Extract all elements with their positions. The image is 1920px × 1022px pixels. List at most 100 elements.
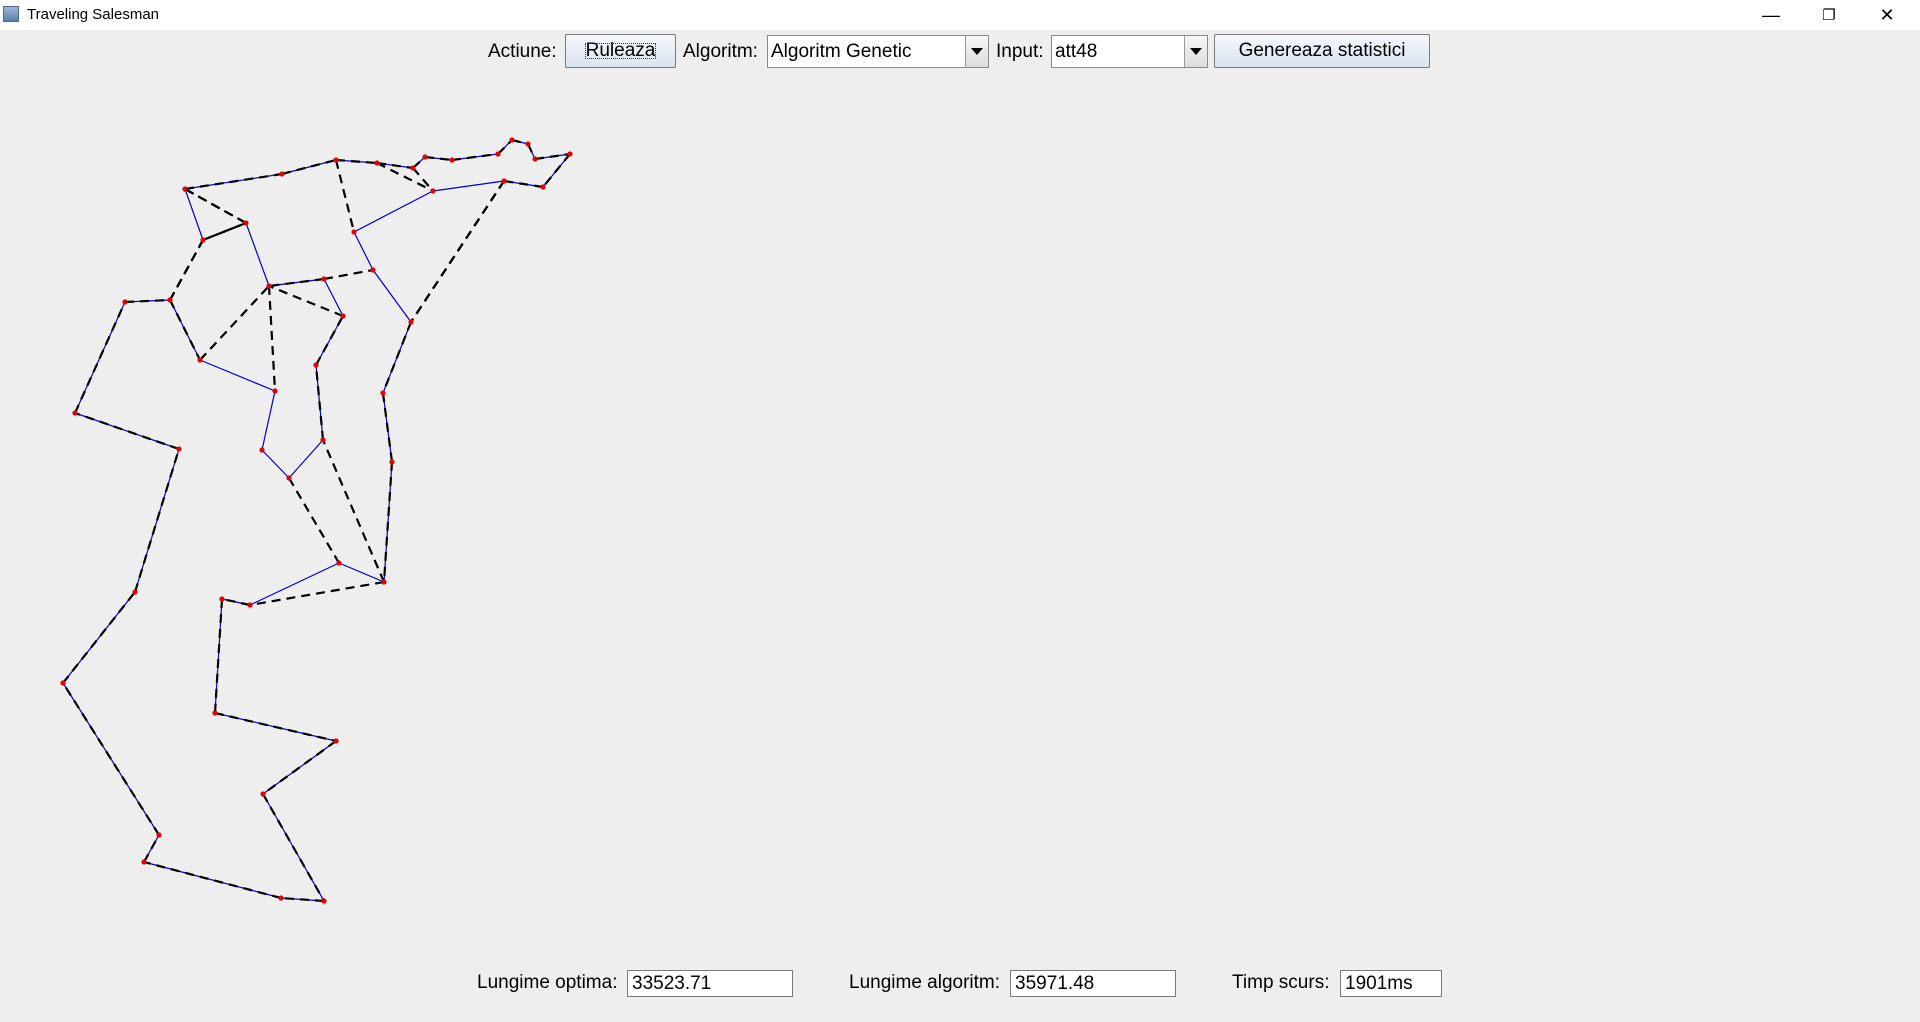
city-node xyxy=(495,151,501,157)
optimal-route-edge xyxy=(62,591,136,684)
optimal-route-edge xyxy=(424,155,453,162)
optimal-route-edge xyxy=(503,179,544,189)
algorithm-route-edge xyxy=(249,562,340,606)
city-node xyxy=(333,738,339,744)
optimal-route-edge xyxy=(221,597,251,607)
optimal-route-edge xyxy=(143,860,282,900)
algorithm-route-edge xyxy=(338,562,385,583)
optimal-route-edge xyxy=(199,285,270,361)
run-button[interactable]: Ruleaza xyxy=(565,34,676,68)
city-node xyxy=(167,297,173,303)
elapsed-time-label: Timp scurs: xyxy=(1232,972,1330,993)
city-node xyxy=(501,178,507,184)
input-select-value: att48 xyxy=(1055,41,1098,62)
results-bar: Lungime optima: 33523.71 Lungime algorit… xyxy=(0,968,1920,998)
optimal-route-edge xyxy=(381,392,394,463)
algorithm-length-field[interactable]: 35971.48 xyxy=(1010,970,1176,997)
generate-stats-button[interactable]: Genereaza statistici xyxy=(1214,34,1430,68)
city-node xyxy=(333,157,339,163)
city-node xyxy=(182,186,188,192)
optimal-route-edge xyxy=(249,580,385,607)
optimal-route-edge xyxy=(511,138,529,146)
optimal-route-edge xyxy=(262,740,337,795)
city-node xyxy=(286,475,292,481)
city-node xyxy=(408,319,414,325)
city-node xyxy=(278,895,284,901)
algorithm-route-edge xyxy=(184,188,204,241)
optimal-route-edge xyxy=(214,711,337,743)
city-node xyxy=(381,579,387,585)
city-node xyxy=(336,560,342,566)
optimal-route-edge xyxy=(527,143,536,160)
city-node xyxy=(430,188,436,194)
optimal-route-edge xyxy=(314,364,325,441)
city-node xyxy=(389,459,395,465)
optimal-route-edge xyxy=(133,448,181,593)
chevron-down-icon[interactable] xyxy=(1184,36,1207,67)
city-node xyxy=(266,283,272,289)
optimal-route-edge xyxy=(267,285,277,392)
optimal-route-edge xyxy=(412,156,426,169)
algorithm-length-label: Lungime algoritm: xyxy=(849,972,1001,993)
optimal-route-edge xyxy=(169,299,201,361)
algorithm-route-edge xyxy=(353,231,374,271)
city-node xyxy=(141,859,147,865)
optimal-route-edge xyxy=(74,411,180,451)
algorithm-route-edge xyxy=(62,682,160,836)
optimal-route-edge xyxy=(213,598,224,714)
city-node xyxy=(321,898,327,904)
city-node xyxy=(122,299,128,305)
optimal-route-edge xyxy=(262,793,325,902)
optimal-length-field[interactable]: 33523.71 xyxy=(627,970,793,997)
optimal-route-edge xyxy=(334,159,356,233)
optimal-route-edge xyxy=(124,298,171,304)
optimal-route-edge xyxy=(335,158,378,165)
optimal-route-edge xyxy=(534,152,571,161)
optimal-route-edge xyxy=(288,477,340,564)
run-button-label: Ruleaza xyxy=(580,38,662,64)
elapsed-time-field[interactable]: 1901ms xyxy=(1340,970,1442,997)
city-node xyxy=(212,710,218,716)
city-node xyxy=(219,596,225,602)
optimal-route-edge xyxy=(376,161,414,170)
input-select[interactable]: att48 xyxy=(1051,35,1208,68)
close-icon[interactable]: ✕ xyxy=(1879,4,1895,25)
city-node xyxy=(260,791,266,797)
optimal-route-edge xyxy=(497,139,513,155)
optimal-route-edge xyxy=(376,162,434,192)
city-node xyxy=(320,437,326,443)
optimal-route-edge xyxy=(323,268,374,281)
optimal-route-edge xyxy=(169,239,204,301)
optimal-route-edge xyxy=(184,188,247,224)
restore-icon[interactable]: ❐ xyxy=(1822,7,1836,24)
algorithm-route-edge xyxy=(372,269,412,323)
algorithm-select-value: Algoritm Genetic xyxy=(771,41,912,62)
algoritm-label: Algoritm: xyxy=(683,41,758,62)
optimal-route-edge xyxy=(382,461,394,583)
city-node xyxy=(176,446,182,452)
actiune-label: Actiune: xyxy=(488,41,557,62)
chevron-down-icon[interactable] xyxy=(965,36,988,67)
minimize-icon[interactable]: — xyxy=(1762,4,1780,25)
city-node xyxy=(380,390,386,396)
city-node xyxy=(410,165,416,171)
optimal-route-edge xyxy=(451,152,499,162)
city-node xyxy=(200,237,206,243)
optimal-route-edge xyxy=(202,221,247,242)
optimal-route-edge xyxy=(410,180,505,323)
algorithm-route-edge xyxy=(199,359,276,392)
algorithm-route-edge xyxy=(288,439,324,479)
title-bar: Traveling Salesman — ❐ ✕ xyxy=(0,0,1920,30)
tour-canvas xyxy=(60,137,573,904)
city-node xyxy=(340,313,346,319)
algorithm-select[interactable]: Algoritm Genetic xyxy=(767,35,989,68)
algorithm-route-edge xyxy=(323,278,344,317)
algorithm-route-edge xyxy=(353,190,434,233)
city-node xyxy=(422,154,428,160)
optimal-route-edge xyxy=(315,315,344,366)
city-node xyxy=(279,171,285,177)
toolbar: Actiune: Ruleaza Algoritm: Algoritm Gene… xyxy=(0,34,1920,72)
city-node xyxy=(351,229,357,235)
algorithm-route-edge xyxy=(432,180,505,192)
city-node xyxy=(313,362,319,368)
